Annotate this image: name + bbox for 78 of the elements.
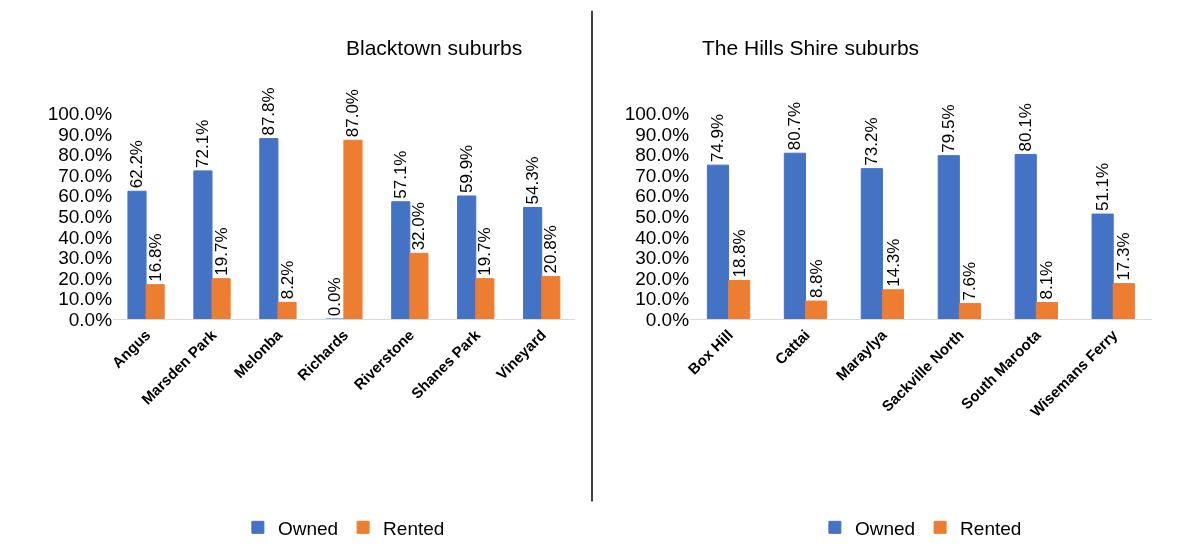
bar (804, 300, 828, 320)
data-label: 54.3% (523, 156, 543, 205)
bar (391, 201, 411, 320)
y-tick-label: 80.0% (635, 144, 690, 166)
bar (937, 155, 960, 320)
bar (277, 301, 297, 320)
bar (958, 303, 982, 320)
data-label: 87.0% (343, 89, 363, 138)
data-label: 16.8% (145, 233, 165, 282)
bar (706, 164, 730, 320)
data-label: 87.8% (259, 87, 279, 136)
data-label: 59.9% (457, 144, 477, 193)
data-label: 72.1% (193, 119, 213, 168)
bar (1035, 302, 1058, 320)
data-label: 62.2% (127, 140, 147, 189)
bar (343, 139, 363, 320)
data-label: 0.0% (325, 277, 345, 317)
y-tick-label: 30.0% (58, 247, 113, 269)
y-tick-label: 40.0% (58, 226, 113, 248)
data-label: 8.8% (806, 259, 826, 299)
data-label: 7.6% (960, 261, 980, 301)
bar (1112, 283, 1135, 320)
y-tick-label: 100.0% (624, 103, 690, 125)
y-tick-label: 100.0% (47, 103, 113, 125)
bar (145, 284, 165, 320)
y-tick-label: 10.0% (635, 288, 690, 310)
y-tick-label: 80.0% (58, 144, 113, 166)
chart-title: The Hills Shire suburbs (702, 36, 920, 59)
data-label: 8.1% (1037, 260, 1057, 300)
bar (259, 138, 279, 320)
bar (127, 190, 147, 320)
bar (475, 278, 495, 320)
y-tick-label: 20.0% (58, 267, 113, 289)
bar (881, 289, 905, 320)
data-label: 19.7% (475, 227, 495, 276)
bar (728, 280, 751, 320)
y-tick-label: 0.0% (68, 308, 113, 330)
bar (860, 168, 883, 320)
data-label: 73.2% (862, 117, 882, 166)
data-label: 74.9% (708, 113, 728, 163)
bar (457, 195, 477, 320)
data-label: 80.7% (785, 101, 805, 151)
bar (541, 275, 561, 320)
data-label: 51.1% (1093, 162, 1113, 212)
bar (1014, 153, 1037, 320)
y-tick-label: 90.0% (58, 123, 113, 145)
bar (523, 207, 543, 320)
bar (211, 278, 231, 320)
bar (409, 252, 429, 320)
data-label: 20.8% (541, 225, 561, 274)
bar (193, 170, 213, 320)
y-tick-label: 20.0% (635, 267, 690, 289)
legend-label: Owned (854, 517, 916, 539)
legend-label: Rented (383, 517, 445, 539)
data-label: 32.0% (409, 202, 429, 251)
y-tick-label: 90.0% (635, 123, 690, 145)
data-label: 79.5% (939, 104, 959, 153)
y-tick-label: 70.0% (635, 164, 690, 186)
data-label: 14.3% (883, 238, 903, 287)
data-label: 8.2% (277, 260, 297, 300)
legend-label: Owned (277, 517, 339, 539)
bar (1091, 213, 1114, 320)
legend-label: Rented (960, 517, 1022, 539)
data-label: 18.8% (729, 229, 749, 278)
y-tick-label: 10.0% (58, 288, 113, 310)
data-label: 19.7% (211, 227, 231, 276)
bar (783, 152, 806, 320)
y-tick-label: 50.0% (58, 206, 113, 227)
y-tick-label: 60.0% (58, 185, 113, 207)
y-tick-label: 70.0% (58, 164, 113, 186)
y-tick-label: 30.0% (635, 247, 690, 269)
data-label: 57.1% (391, 150, 411, 199)
data-label: 80.1% (1016, 103, 1036, 152)
y-tick-label: 60.0% (635, 185, 690, 207)
chart-title: Blacktown suburbs (346, 36, 523, 59)
data-label: 17.3% (1114, 232, 1134, 281)
y-tick-label: 50.0% (635, 206, 690, 227)
y-tick-label: 40.0% (635, 226, 690, 248)
